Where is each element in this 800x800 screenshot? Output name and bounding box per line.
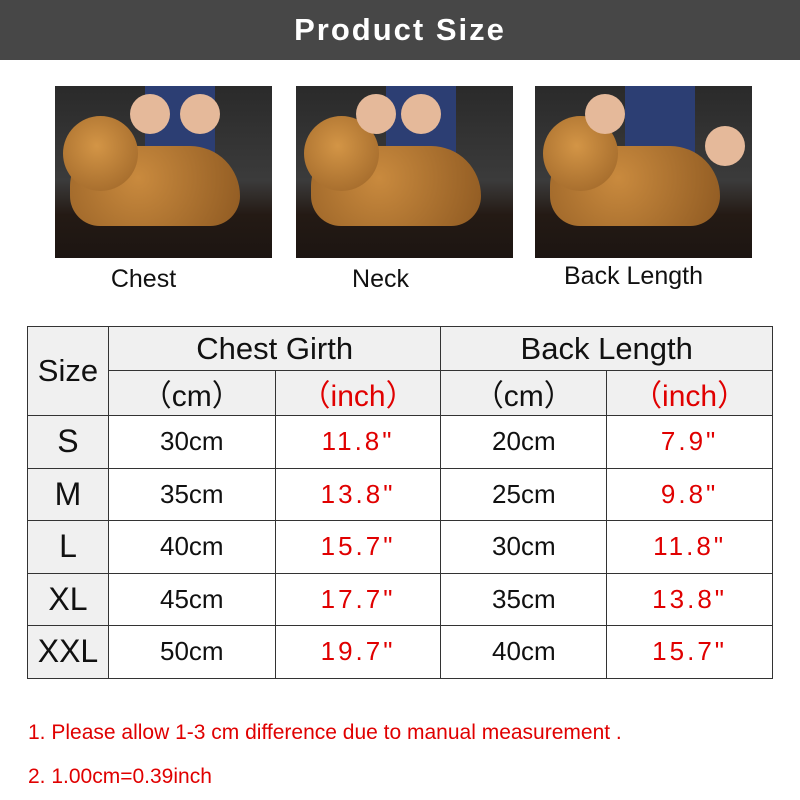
cell-size: XL [27, 572, 109, 626]
cell-back-cm: 30cm [440, 520, 608, 574]
back-length-header: Back Length [440, 326, 773, 371]
size-header: Size [27, 326, 109, 416]
note-2: 2. 1.00cm=0.39inch [28, 765, 212, 788]
cell-size: S [27, 415, 109, 469]
photo-label-neck: Neck [352, 265, 409, 293]
cell-back-in: 9.8" [606, 467, 773, 521]
cell-back-in: 7.9" [606, 415, 773, 469]
cell-size: XXL [27, 625, 109, 679]
cell-back-cm: 35cm [440, 572, 608, 626]
page-title: Product Size [0, 0, 800, 60]
cell-chest-cm: 45cm [107, 572, 276, 626]
unit-header: （inch） [606, 370, 773, 416]
cell-chest-cm: 35cm [107, 467, 276, 521]
cell-back-in: 11.8" [606, 520, 773, 574]
cell-chest-in: 15.7" [274, 520, 442, 574]
cell-chest-in: 13.8" [274, 467, 442, 521]
table-row: XXL 50cm 19.7" 40cm 15.7" [27, 625, 773, 679]
cell-chest-in: 17.7" [274, 572, 442, 626]
cell-chest-cm: 30cm [107, 415, 276, 469]
cell-back-in: 15.7" [606, 625, 773, 679]
cell-back-cm: 25cm [440, 467, 608, 521]
cell-back-cm: 20cm [440, 415, 608, 469]
cell-chest-in: 11.8" [274, 415, 442, 469]
photo-label-chest: Chest [110, 265, 177, 293]
size-table: Size Chest Girth Back Length （cm） （inch）… [27, 326, 773, 679]
note-1: 1. Please allow 1-3 cm difference due to… [28, 721, 622, 744]
table-row: L 40cm 15.7" 30cm 11.8" [27, 520, 773, 574]
cell-chest-in: 19.7" [274, 625, 442, 679]
cell-size: M [27, 467, 109, 521]
cell-back-cm: 40cm [440, 625, 608, 679]
chest-photo [55, 86, 272, 258]
table-row: M 35cm 13.8" 25cm 9.8" [27, 467, 773, 521]
unit-header: （inch） [274, 370, 442, 416]
cell-back-in: 13.8" [606, 572, 773, 626]
neck-photo [296, 86, 513, 258]
photo-label-back-length: Back Length [564, 262, 703, 290]
back-length-photo [535, 86, 752, 258]
chest-girth-header: Chest Girth [107, 326, 442, 371]
cell-size: L [27, 520, 109, 574]
unit-header: （cm） [440, 370, 608, 416]
table-row: S 30cm 11.8" 20cm 7.9" [27, 415, 773, 469]
cell-chest-cm: 50cm [107, 625, 276, 679]
cell-chest-cm: 40cm [107, 520, 276, 574]
unit-header: （cm） [107, 370, 276, 416]
table-row: XL 45cm 17.7" 35cm 13.8" [27, 572, 773, 626]
